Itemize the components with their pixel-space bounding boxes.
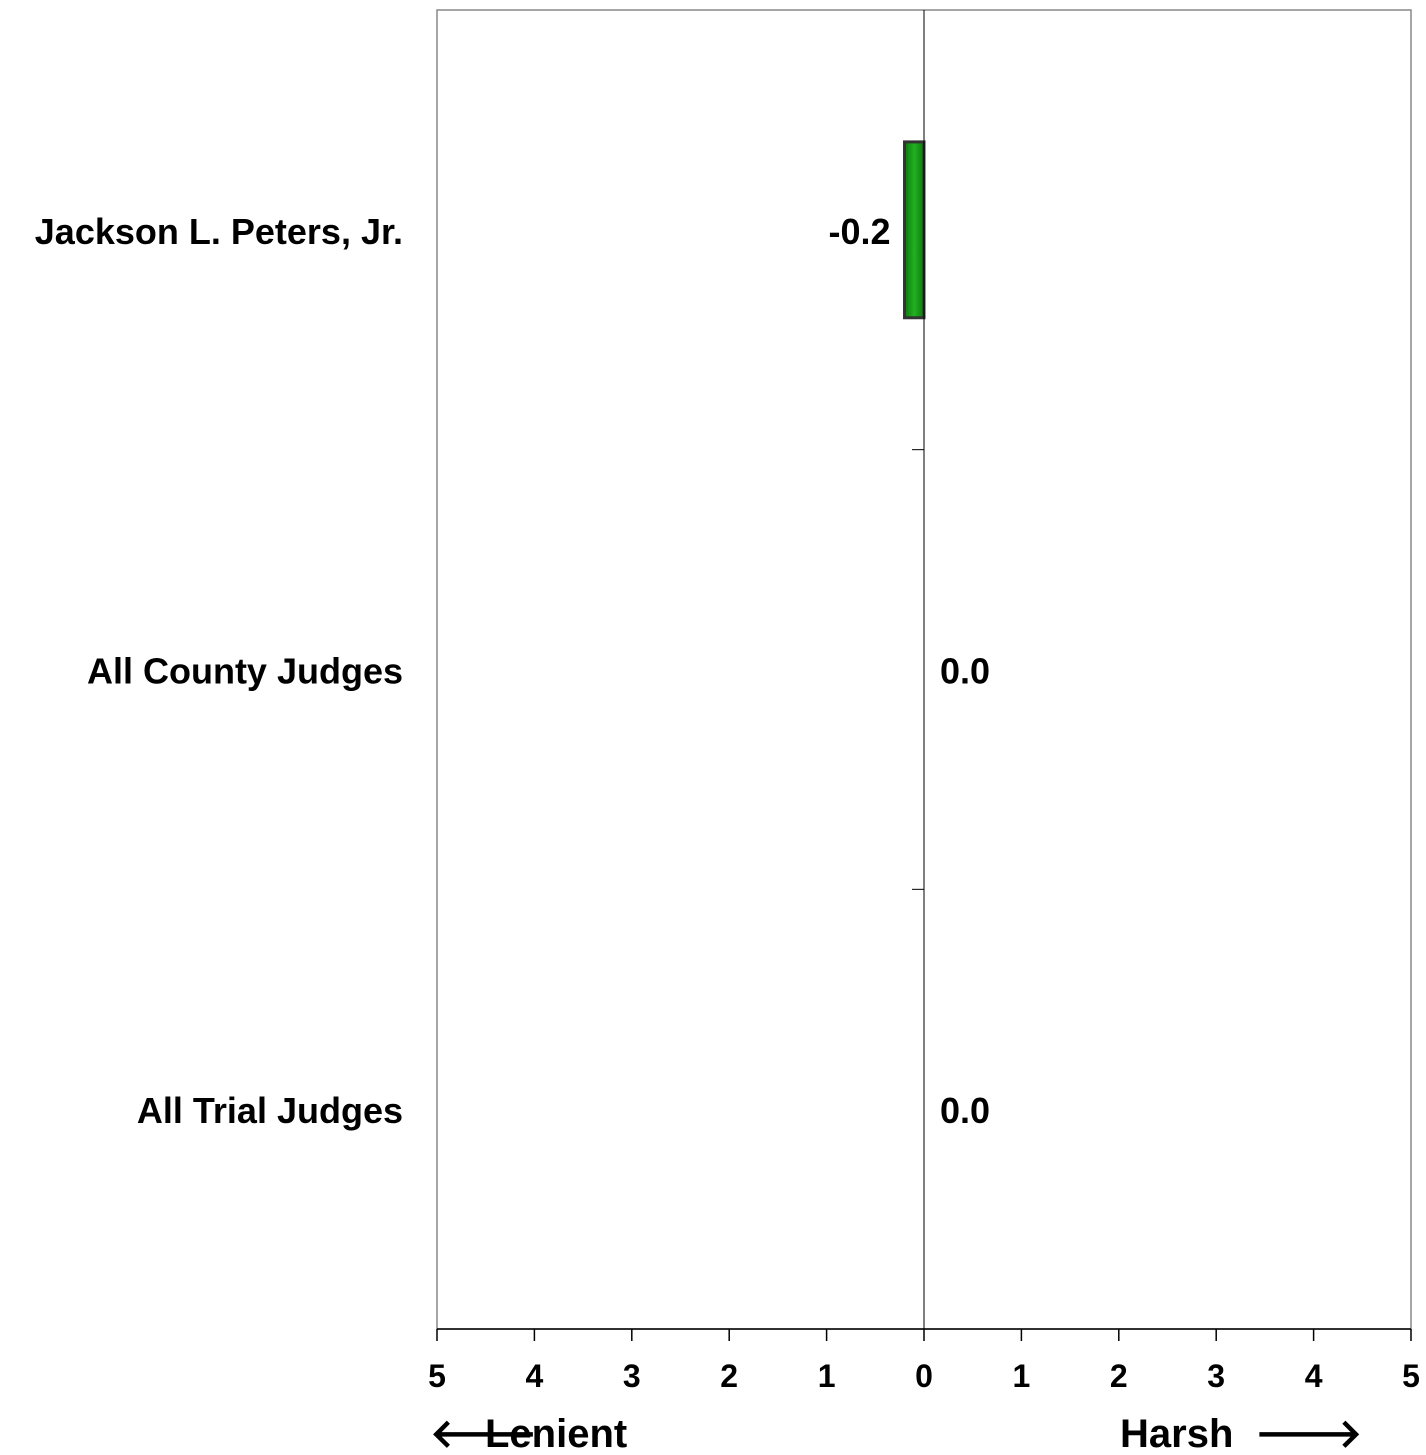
value-label: 0.0 [940, 651, 990, 692]
lenient-arrow-icon: 🡐 [430, 1412, 537, 1455]
value-label: 0.0 [940, 1090, 990, 1131]
harsh-arrow-icon: 🡒 [1255, 1412, 1362, 1455]
category-label: Jackson L. Peters, Jr. [35, 211, 403, 252]
bar [903, 140, 926, 320]
x-tick-label: 2 [1110, 1358, 1128, 1394]
x-tick-label: 1 [1013, 1358, 1031, 1394]
x-tick-label: 3 [623, 1358, 641, 1394]
category-label: All County Judges [87, 651, 403, 692]
x-tick-label: 2 [720, 1358, 738, 1394]
x-tick-label: 0 [915, 1358, 933, 1394]
x-tick-label: 4 [1305, 1358, 1323, 1394]
x-tick-label: 1 [818, 1358, 836, 1394]
lenient-axis-label: Lenient [485, 1412, 627, 1455]
x-tick-label: 3 [1207, 1358, 1225, 1394]
x-tick-label: 5 [1402, 1358, 1420, 1394]
value-label: -0.2 [828, 211, 890, 252]
harsh-axis-label: Harsh [1120, 1412, 1233, 1455]
category-label: All Trial Judges [137, 1090, 403, 1131]
x-tick-label: 4 [526, 1358, 544, 1394]
x-tick-label: 5 [428, 1358, 446, 1394]
